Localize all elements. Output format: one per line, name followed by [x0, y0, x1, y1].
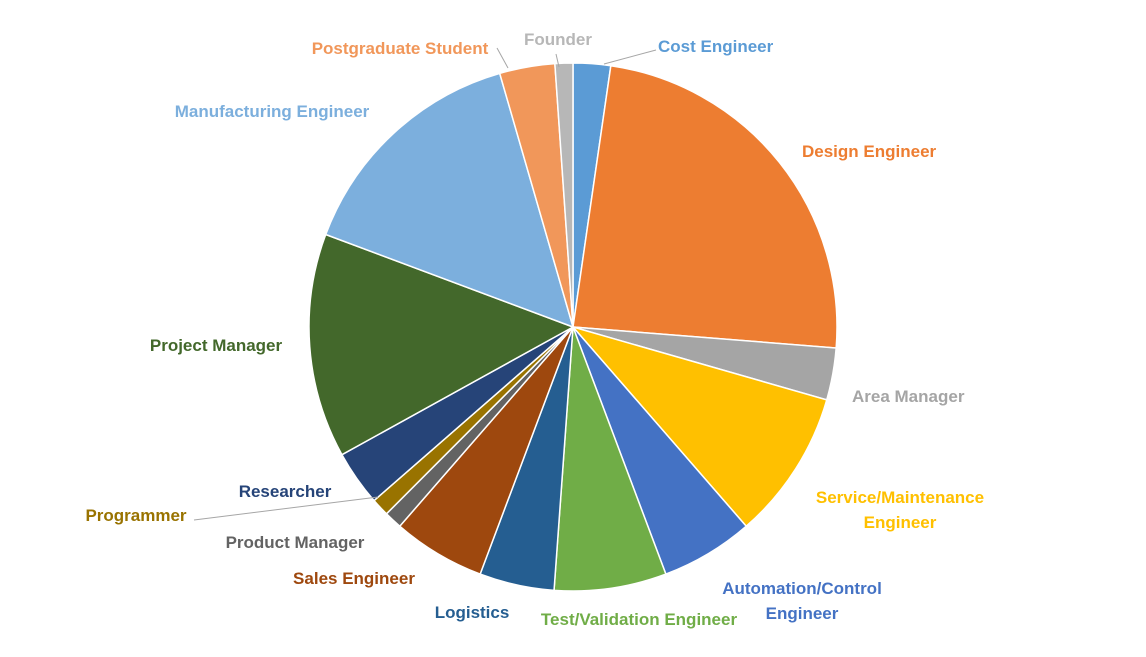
slice-label-logistics: Logistics — [435, 603, 510, 622]
pie-slice-test-validation-engineer — [553, 326, 667, 592]
pie-slice-design-engineer — [572, 64, 838, 349]
slice-label-product-manager: Product Manager — [226, 533, 365, 552]
slice-label-automation-control-engineer: Automation/Control Engineer — [722, 579, 882, 623]
leader-lines — [193, 47, 657, 521]
pie-slice-project-manager — [308, 233, 575, 456]
pie-slice-founder — [554, 62, 574, 328]
slice-label-sales-engineer: Sales Engineer — [293, 569, 415, 588]
slice-label-cost-engineer: Cost Engineer — [658, 37, 774, 56]
slice-label-area-manager: Area Manager — [852, 387, 965, 406]
leader-line-cost-engineer — [603, 49, 657, 65]
slice-label-test-validation-engineer: Test/Validation Engineer — [541, 610, 738, 629]
slice-label-researcher: Researcher — [239, 482, 332, 501]
slice-label-founder: Founder — [524, 30, 592, 49]
slice-label-project-manager: Project Manager — [150, 336, 283, 355]
leader-line-programmer — [193, 496, 379, 521]
slice-labels: Cost Engineer Design Engineer Area Manager… — [85, 30, 984, 629]
leader-line-founder — [555, 53, 560, 68]
pie-slices — [308, 62, 838, 592]
pie-slice-manufacturing-engineer — [324, 72, 575, 329]
slice-label-postgraduate-student: Postgraduate Student — [312, 39, 489, 58]
slice-label-manufacturing-engineer: Manufacturing Engineer — [175, 102, 370, 121]
leader-line-postgraduate-student — [496, 47, 509, 69]
slice-label-programmer: Programmer — [85, 506, 186, 525]
slice-label-service-maintenance-engineer: Service/Maintenance Engineer — [816, 488, 984, 532]
slice-label-design-engineer: Design Engineer — [802, 142, 937, 161]
pie-slice-service-maintenance-engineer — [570, 325, 828, 528]
